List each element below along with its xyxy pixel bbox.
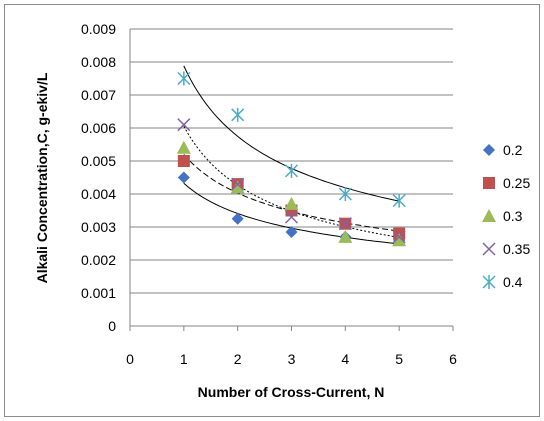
y-tick-label: 0.004 — [81, 186, 116, 202]
data-point-0.4 — [392, 193, 406, 208]
data-point-0.25 — [177, 155, 190, 167]
gridlines — [130, 28, 453, 294]
legend-item-0.4: 0.4 — [482, 274, 523, 290]
x-tick-label: 2 — [234, 351, 242, 367]
legend-label: 0.2 — [503, 142, 523, 158]
x-tick-label: 6 — [449, 351, 457, 367]
x-tick-label: 0 — [126, 351, 134, 367]
trendline-0.25 — [183, 154, 400, 232]
data-point-0.4 — [338, 187, 352, 201]
chart-frame — [4, 4, 540, 417]
x-tick-labels: 0 1 2 3 4 5 6 — [126, 351, 457, 367]
legend-marker-0.25 — [483, 177, 495, 189]
trendline-0.4 — [183, 65, 400, 202]
legend: 0.2 0.25 0.3 0.35 0.4 — [482, 142, 530, 290]
axes — [129, 29, 454, 331]
y-tick-label: 0 — [108, 318, 116, 334]
legend-label: 0.35 — [503, 241, 530, 257]
x-tick-label: 4 — [341, 351, 349, 367]
y-axis-title: Alkali Concentration,C, g-ekiv/L — [34, 72, 50, 283]
data-point-0.35 — [177, 118, 191, 132]
y-tick-label: 0.007 — [81, 87, 116, 103]
y-tick-label: 0.009 — [81, 21, 116, 37]
y-tick-label: 0.005 — [81, 153, 116, 169]
data-point-0.3 — [392, 233, 407, 247]
data-point-0.3 — [284, 196, 299, 210]
legend-label: 0.25 — [503, 175, 530, 191]
x-tick-label: 1 — [180, 351, 188, 367]
legend-item-0.3: 0.3 — [482, 208, 523, 224]
data-point-0.35 — [231, 177, 245, 191]
y-tick-labels: 0 0.001 0.002 0.003 0.004 0.005 0.006 0.007 0.00… — [81, 21, 116, 334]
data-point-0.35 — [338, 217, 352, 231]
data-point-0.4 — [284, 163, 299, 178]
data-point-0.4 — [177, 71, 191, 86]
data-point-0.2 — [285, 225, 298, 238]
legend-marker-0.2 — [483, 144, 495, 156]
x-tick-label: 3 — [288, 351, 296, 367]
legend-item-0.35: 0.35 — [482, 241, 530, 257]
data-point-0.3 — [176, 140, 191, 154]
legend-marker-0.3 — [482, 209, 496, 222]
data-point-0.3 — [230, 180, 245, 194]
trendline-0.35 — [183, 125, 400, 238]
legend-item-0.2: 0.2 — [483, 142, 523, 158]
data-point-0.35 — [284, 210, 299, 224]
legend-label: 0.3 — [503, 208, 523, 224]
y-tick-label: 0.003 — [81, 219, 116, 235]
data-markers — [176, 71, 407, 247]
y-tick-label: 0.001 — [81, 285, 116, 301]
legend-label: 0.4 — [503, 274, 523, 290]
y-tick-label: 0.008 — [81, 54, 116, 70]
data-point-0.3 — [338, 229, 353, 243]
y-tick-label: 0.006 — [81, 120, 116, 136]
data-point-0.2 — [231, 212, 244, 225]
data-point-0.2 — [177, 171, 190, 184]
legend-item-0.25: 0.25 — [483, 175, 530, 191]
legend-marker-0.4 — [482, 275, 496, 289]
x-tick-label: 5 — [395, 351, 403, 367]
legend-marker-0.35 — [482, 242, 496, 256]
y-tick-label: 0.002 — [81, 252, 116, 268]
data-point-0.4 — [231, 107, 245, 122]
x-axis-title: Number of Cross-Current, N — [198, 384, 385, 400]
data-point-0.35 — [392, 230, 406, 244]
